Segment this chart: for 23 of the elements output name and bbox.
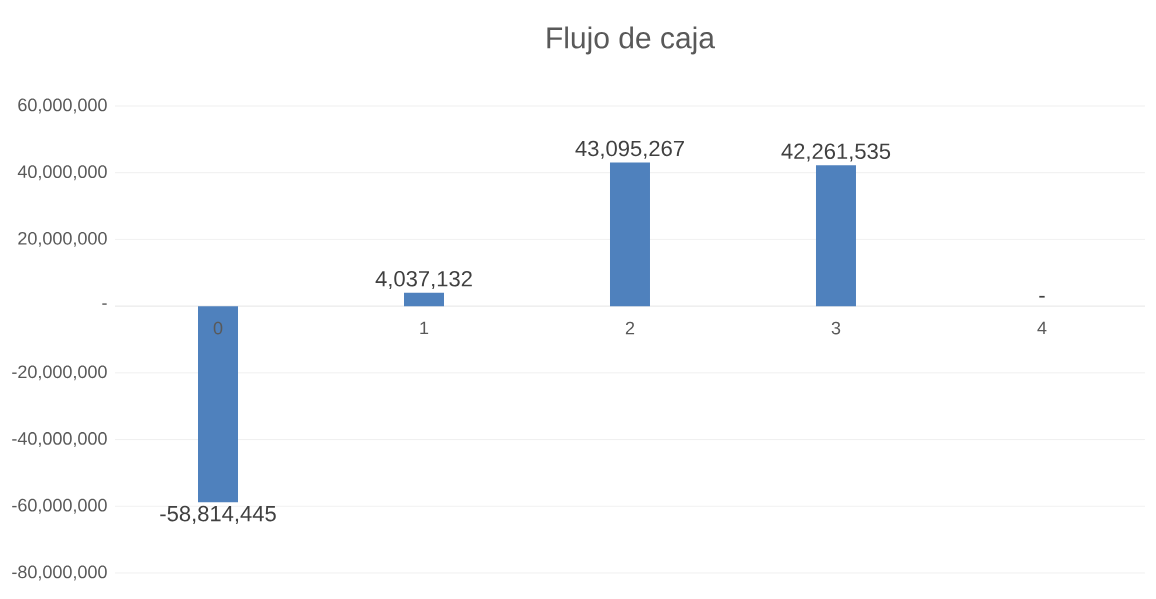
bar [198,306,239,503]
x-tick-label: 1 [420,321,429,335]
data-label: 4,037,132 [375,270,472,290]
y-tick-label: 40,000,000 [17,165,107,181]
bar [404,292,444,307]
chart-title: Flujo de caja [547,26,715,55]
y-tick-label: -60,000,000 [12,498,107,514]
y-tick-label: 60,000,000 [18,98,107,114]
y-tick-label: 20,000,000 [18,231,107,247]
y-tick-label: -80,000,000 [12,565,107,581]
data-label: -58,814,445 [160,505,276,525]
bar [815,165,856,307]
y-tick-label: -20,000,000 [12,365,107,381]
x-tick-label: 3 [831,321,841,335]
x-tick-label: 2 [625,321,635,335]
data-label: - [1039,295,1045,298]
y-tick-label: - [102,303,107,305]
data-label: 42,261,535 [781,143,891,162]
bar [609,162,650,307]
y-tick-label: -40,000,000 [12,432,107,447]
data-label: 43,095,267 [575,140,684,159]
x-tick-label: 0 [213,321,223,335]
x-tick-label: 4 [1037,321,1047,335]
